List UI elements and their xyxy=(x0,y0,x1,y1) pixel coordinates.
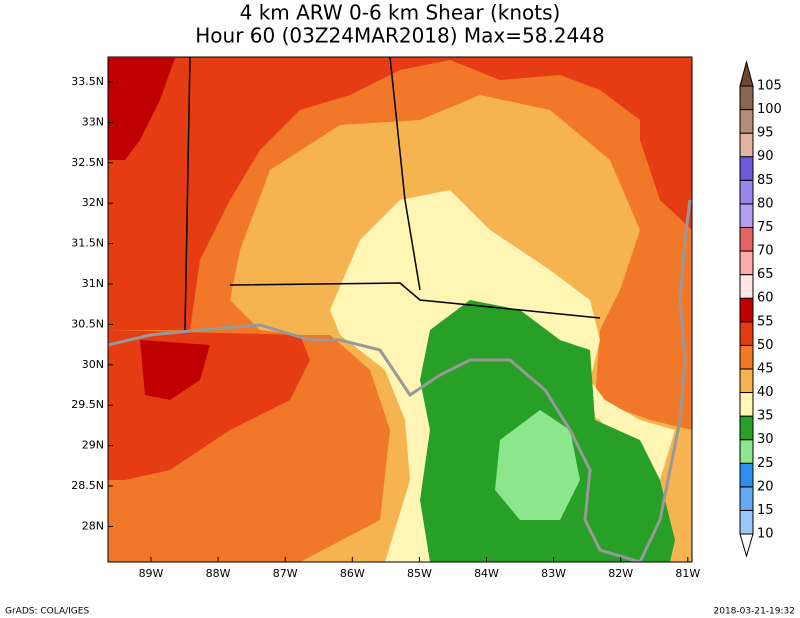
shear-fill xyxy=(140,340,210,400)
colorbar-box xyxy=(739,415,754,441)
colorbar-box xyxy=(739,392,754,417)
colorbar-box xyxy=(739,109,754,134)
colorbar-upper-triangle xyxy=(739,60,754,87)
colorbar-box xyxy=(739,226,754,252)
colorbar-label: 100 xyxy=(757,102,782,117)
latitude-label: 29.5N xyxy=(71,398,104,411)
latitude-label: 33N xyxy=(82,115,104,128)
latitude-label: 30.5N xyxy=(71,317,104,330)
map-field xyxy=(107,56,693,563)
colorbar-label: 25 xyxy=(757,456,774,471)
colorbar-label: 40 xyxy=(757,385,774,400)
state-border xyxy=(184,57,191,331)
colorbar-label: 30 xyxy=(757,432,774,447)
colorbar-label: 90 xyxy=(757,149,774,164)
colorbar-label: 75 xyxy=(757,220,774,235)
colorbar-box xyxy=(739,132,754,158)
longitude-label: 85W xyxy=(407,567,432,580)
colorbar-label: 65 xyxy=(757,267,774,282)
colorbar-box xyxy=(739,368,754,394)
longitude-label: 87W xyxy=(273,567,298,580)
map-title: 4 km ARW 0-6 km Shear (knots) xyxy=(240,1,561,25)
coastline xyxy=(108,323,641,562)
colorbar-label: 80 xyxy=(757,196,774,211)
colorbar-box xyxy=(739,321,754,346)
latitude-label: 31N xyxy=(82,277,104,290)
longitude-label: 89W xyxy=(139,567,164,580)
colorbar-label: 20 xyxy=(757,479,774,494)
state-border xyxy=(229,282,601,319)
colorbar-label: 50 xyxy=(757,338,774,353)
latitude-label: 32N xyxy=(82,196,104,209)
colorbar-box xyxy=(739,179,754,205)
colorbar-label: 15 xyxy=(757,503,774,518)
longitude-label: 81W xyxy=(675,567,700,580)
latitude-label: 33.5N xyxy=(71,75,104,88)
longitude-label: 82W xyxy=(608,567,633,580)
colorbar-label: 35 xyxy=(757,409,774,424)
latitude-label: 28.5N xyxy=(71,479,104,492)
colorbar-label: 70 xyxy=(757,244,774,259)
colorbar-box xyxy=(739,203,754,228)
latitude-label: 31.5N xyxy=(71,237,104,250)
colorbar-label: 55 xyxy=(757,314,774,329)
colorbar-lower-triangle xyxy=(739,533,754,558)
longitude-label: 88W xyxy=(206,567,231,580)
map-frame xyxy=(107,56,693,563)
colorbar-box xyxy=(739,274,754,299)
latitude-label: 29N xyxy=(82,439,104,452)
colorbar-label: 95 xyxy=(757,126,774,141)
map-subtitle: Hour 60 (03Z24MAR2018) Max=58.2448 xyxy=(195,24,604,48)
longitude-label: 84W xyxy=(474,567,499,580)
footer-credit: GrADS: COLA/IGES xyxy=(5,607,89,617)
latitude-label: 30N xyxy=(82,358,104,371)
latitude-label: 28N xyxy=(82,519,104,532)
colorbar-box xyxy=(739,344,754,370)
colorbar-box xyxy=(739,509,754,535)
colorbar-box xyxy=(739,297,754,323)
colorbar-box xyxy=(739,85,754,111)
longitude-label: 86W xyxy=(340,567,365,580)
colorbar-box xyxy=(739,250,754,276)
colorbar-label: 45 xyxy=(757,361,774,376)
colorbar-label: 10 xyxy=(757,527,774,542)
colorbar-box xyxy=(739,462,754,488)
shear-fill xyxy=(640,57,692,230)
colorbar-box xyxy=(739,156,754,181)
colorbar-label: 85 xyxy=(757,173,774,188)
shear-fill xyxy=(108,58,175,160)
footer-timestamp: 2018-03-21-19:32 xyxy=(714,607,796,617)
colorbar-box xyxy=(739,439,754,464)
state-border xyxy=(389,57,421,291)
colorbar-label: 60 xyxy=(757,291,774,306)
shear-fill xyxy=(108,57,692,330)
shear-fill xyxy=(495,410,580,520)
latitude-label: 32.5N xyxy=(71,156,104,169)
coastline xyxy=(638,199,692,562)
colorbar-box xyxy=(739,486,754,511)
longitude-label: 83W xyxy=(541,567,566,580)
colorbar-label: 105 xyxy=(757,79,782,94)
